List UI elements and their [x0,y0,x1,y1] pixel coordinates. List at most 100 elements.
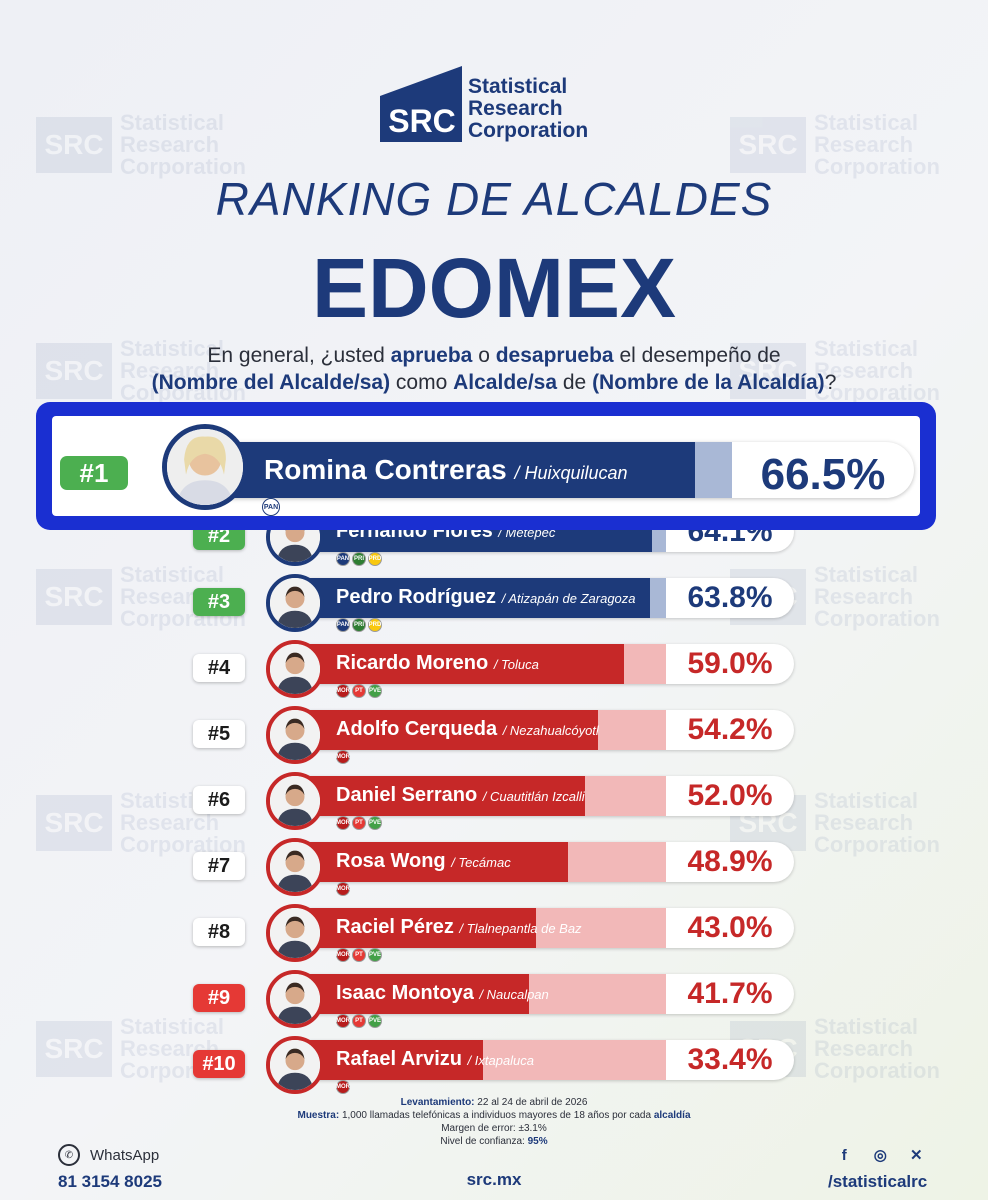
logo-shape-icon [380,66,462,142]
party-logo: PAN [336,618,350,632]
avatar [162,424,248,510]
party-logo: PRI [352,552,366,566]
party-logo: MOR [336,750,350,764]
party-logos: MOR PT PVE [336,684,382,698]
bar-fill [300,1040,483,1080]
party-logos: PAN PRI PRD [336,552,382,566]
src-logo: SRC Statistical Research Corporation [380,66,588,142]
party-logo: PRI [352,618,366,632]
mayor-name: Rosa Wong / Tecámac [336,850,511,872]
rank-badge: #9 [193,984,245,1012]
party-logo: PT [352,816,366,830]
avatar [266,904,324,962]
social-handle[interactable]: /statisticalrc [828,1172,928,1191]
party-logos: MOR PT PVE [336,948,382,962]
mayor-name: Isaac Montoya / Naucalpan [336,982,549,1004]
avatar [266,574,324,632]
bar-fill [192,442,695,498]
person-icon [270,908,320,958]
bar: Adolfo Cerqueda / Nezahualcóyotl 54.2% [300,710,794,750]
bar: Rosa Wong / Tecámac 48.9% [300,842,794,882]
website-link[interactable]: src.mx [466,1170,522,1189]
logo-mark: SRC [380,66,462,142]
person-icon [167,429,243,505]
whatsapp-contact[interactable]: ✆ WhatsApp 81 3154 8025 [58,1144,162,1192]
ranking-row: #5 Adolfo Cerqueda / Nezahualcóyotl 54.2% M… [0,706,988,764]
highlight-box: #1 Romina Contreras / Huixquilucan 66.5%… [36,402,936,530]
ranking-row: #9 Isaac Montoya / Naucalpan 41.7% MOR PT PVE [0,970,988,1028]
person-icon [270,974,320,1024]
bar-fill [300,710,598,750]
rank-badge: #6 [193,786,245,814]
mayor-name: Romina Contreras / Huixquilucan [264,454,628,485]
facebook-icon[interactable]: f [841,1146,847,1164]
party-logo: PT [352,1014,366,1028]
approval-value: 43.0% [687,911,773,944]
mayor-name: Adolfo Cerqueda / Nezahualcóyotl [336,718,599,740]
party-logos: MOR PT PVE [336,816,382,830]
party-logo: MOR [336,1080,350,1094]
bar-fill [300,974,529,1014]
approval-value: 52.0% [687,779,773,812]
approval-value: 33.4% [687,1043,773,1076]
bar: Pedro Rodríguez / Atizapán de Zaragoza 63… [300,578,794,618]
avatar [266,1036,324,1094]
person-icon [270,842,320,892]
party-logo: PVE [368,1014,382,1028]
page-title: RANKING DE ALCALDES [215,173,773,225]
party-logo: PVE [368,816,382,830]
avatar [266,970,324,1028]
party-logo: MOR [336,684,350,698]
party-logos: MOR [336,882,350,896]
party-logos: MOR [336,750,350,764]
bar: Raciel Pérez / Tlalnepantla de Baz 43.0% [300,908,794,948]
approval-value: 63.8% [687,581,773,614]
party-logos: PAN PRI PRD [336,618,382,632]
party-logo: MOR [336,948,350,962]
highlight-inner: #1 Romina Contreras / Huixquilucan 66.5%… [52,416,920,516]
ranking-row: #6 Daniel Serrano / Cuautitlán Izcalli 52.… [0,772,988,830]
avatar [266,838,324,896]
rank-badge: #8 [193,918,245,946]
mayor-name: Daniel Serrano / Cuautitlán Izcalli [336,784,585,806]
party-logos: MOR PT PVE [336,1014,382,1028]
bar: Romina Contreras / Huixquilucan 66.5% [192,442,914,498]
bar-fill [300,644,624,684]
party-logo: MOR [336,882,350,896]
person-icon [270,776,320,826]
party-logo: MOR [336,1014,350,1028]
page-subtitle: EDOMEX [311,241,677,335]
bar: Ricardo Moreno / Toluca 59.0% [300,644,794,684]
rank-badge: #4 [193,654,245,682]
rank-badge: #3 [193,588,245,616]
approval-value: 66.5% [760,450,886,498]
ranking-row: #7 Rosa Wong / Tecámac 48.9% MOR [0,838,988,896]
person-icon [270,710,320,760]
instagram-icon[interactable]: ◎ [873,1147,887,1164]
social-links: f ◎ ✕ /statisticalrc [828,1144,927,1192]
bar-fill [300,776,585,816]
bar: Isaac Montoya / Naucalpan 41.7% [300,974,794,1014]
logo-abbr: SRC [388,103,456,139]
person-icon [270,1040,320,1090]
whatsapp-icon: ✆ [58,1144,80,1166]
party-logo: PVE [368,948,382,962]
avatar [266,772,324,830]
rank-badge: #1 [60,456,128,490]
party-logo: PRD [368,552,382,566]
bar: Daniel Serrano / Cuautitlán Izcalli 52.0% [300,776,794,816]
logo-name: Statistical Research Corporation [468,75,589,142]
mayor-name: Raciel Pérez / Tlalnepantla de Baz [336,916,582,938]
phone-number: 81 3154 8025 [58,1172,162,1191]
party-logo: PT [352,948,366,962]
approval-value: 48.9% [687,845,773,878]
mayor-name: Rafael Arvizu / Ixtapaluca [336,1048,535,1070]
avatar [266,640,324,698]
x-icon[interactable]: ✕ [909,1147,923,1164]
bar: Rafael Arvizu / Ixtapaluca 33.4% [300,1040,794,1080]
rank-badge: #5 [193,720,245,748]
bar-fill [300,842,568,882]
ranking-row: #3 Pedro Rodríguez / Atizapán de Zaragoza… [0,574,988,632]
